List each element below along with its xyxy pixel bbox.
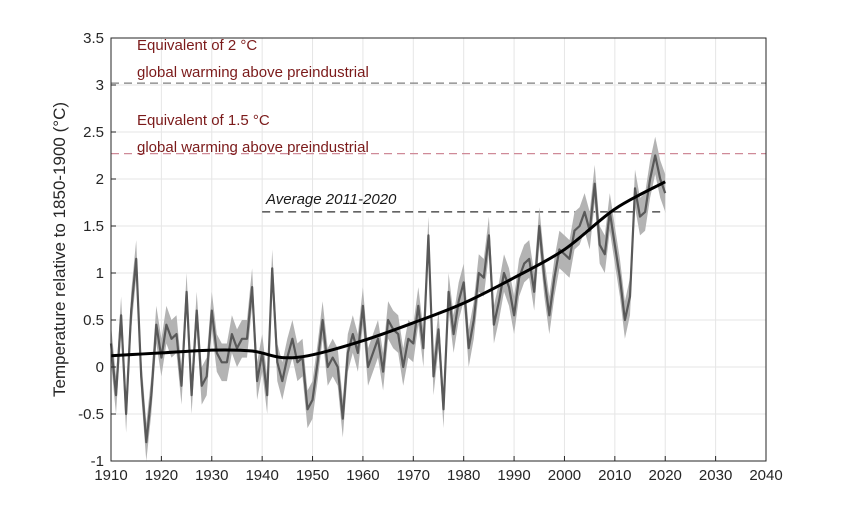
x-tick-label: 1970 (397, 467, 430, 484)
y-tick-label: 0 (96, 359, 104, 376)
reference-line-label: Average 2011-2020 (265, 191, 397, 208)
x-tick-label: 1950 (296, 467, 329, 484)
grid (110, 37, 767, 462)
y-tick-label: 1.5 (83, 218, 104, 235)
x-tick-label: 1910 (94, 467, 127, 484)
reference-line-label: Equivalent of 1.5 °C (137, 112, 270, 129)
x-tick-label: 2000 (548, 467, 581, 484)
y-tick-label: 3 (96, 77, 104, 94)
reference-line-label: global warming above preindustrial (137, 64, 369, 81)
trend-line (110, 180, 666, 360)
y-tick-label: 3.5 (83, 30, 104, 47)
y-tick-label: -1 (91, 453, 104, 470)
y-tick-label: 0.5 (83, 312, 104, 329)
y-tick-label: 2 (96, 171, 104, 188)
tick-labels: 1910 1920 1930 1940 1950 1960 1970 1980 1990 2000… (78, 30, 783, 484)
axes-box (110, 37, 767, 462)
x-tick-label: 1940 (245, 467, 278, 484)
annual-temperature-line (109, 154, 667, 444)
x-tick-label: 1930 (195, 467, 228, 484)
series-lines (109, 154, 667, 444)
x-tick-label: 2010 (598, 467, 631, 484)
reference-line-label: global warming above preindustrial (137, 139, 369, 156)
annotations: Equivalent of 2 °C global warming above p… (137, 37, 397, 208)
y-tick-label: 1 (96, 265, 104, 282)
x-tick-label: 2030 (699, 467, 732, 484)
x-tick-label: 1960 (346, 467, 379, 484)
x-tick-label: 1980 (447, 467, 480, 484)
y-axis-label: Temperature relative to 1850-1900 (°C) (50, 102, 69, 397)
reference-line-label: Equivalent of 2 °C (137, 37, 257, 54)
uncertainty-band (111, 136, 666, 461)
x-tick-label: 1990 (497, 467, 530, 484)
uncertainty-band-area (111, 136, 666, 461)
y-tick-label: 2.5 (83, 124, 104, 141)
reference-lines (111, 82, 766, 213)
x-tick-label: 1920 (145, 467, 178, 484)
x-tick-label: 2020 (649, 467, 682, 484)
x-tick-label: 2040 (749, 467, 782, 484)
y-tick-label: -0.5 (78, 406, 104, 423)
